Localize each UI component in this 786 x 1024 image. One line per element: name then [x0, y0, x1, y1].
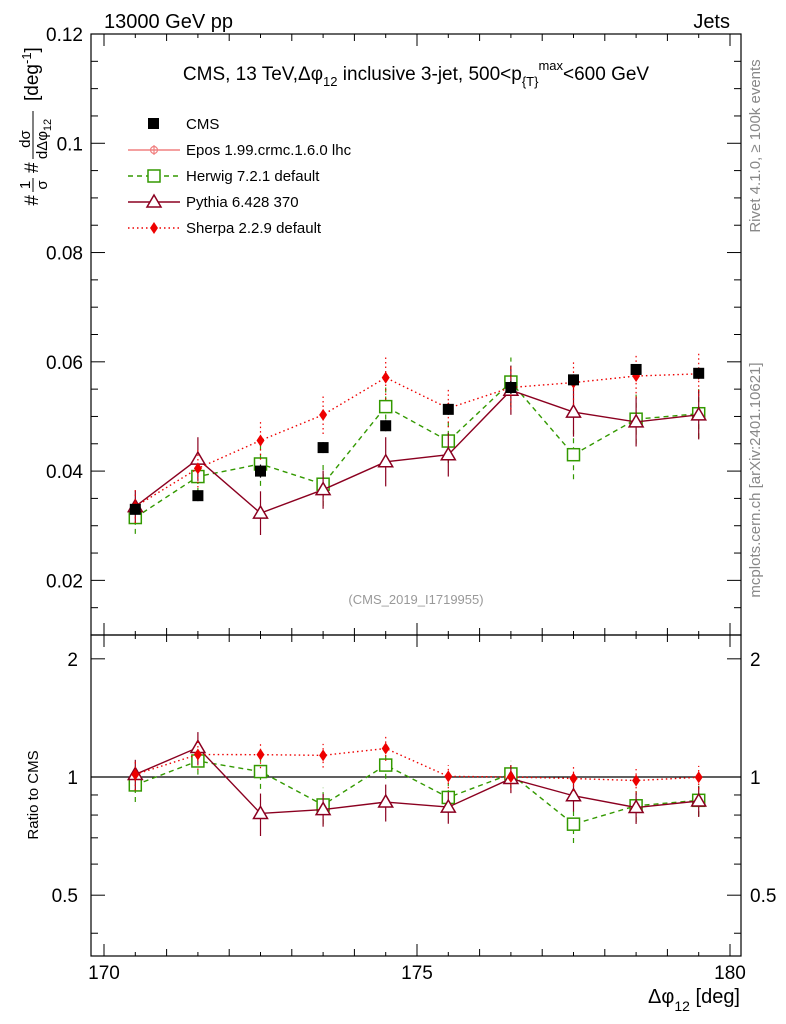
cms-point — [505, 381, 517, 393]
sherpa-ratio-point — [193, 748, 202, 761]
herwig-ratio-point — [253, 764, 268, 779]
herwig-ratio-line — [135, 760, 699, 825]
svg-text:dσ: dσ — [17, 129, 34, 147]
pythia-ratio-point — [314, 801, 332, 816]
svg-text:[deg-1]: [deg-1] — [19, 47, 43, 101]
cms-point — [192, 490, 204, 502]
x-tick-label: 175 — [401, 963, 433, 984]
cms-point — [693, 367, 705, 379]
herwig-point — [566, 447, 581, 462]
herwig-ratio-point — [566, 817, 581, 831]
svg-text:σ: σ — [34, 180, 51, 190]
cms-point — [255, 465, 266, 477]
herwig-ratio-point — [378, 758, 393, 772]
pythia-ratio-point — [565, 787, 582, 802]
data-layer — [126, 351, 708, 844]
x-axis-label: Δφ12 [deg] — [648, 986, 740, 1014]
svg-text:#: # — [22, 195, 43, 206]
ratio-panel-frame — [90, 634, 742, 957]
svg-text:Epos 1.99.crmc.1.6.0 lhc: Epos 1.99.crmc.1.6.0 lhc — [186, 142, 352, 159]
sherpa-point — [193, 462, 202, 475]
legend-entry-herwig: Herwig 7.2.1 default — [128, 168, 320, 185]
y-axis-label: # 1 σ # dσ dΔφ12 [deg-1] — [17, 47, 54, 205]
herwig-point — [378, 399, 393, 414]
ratio-tick-label: 2 — [67, 650, 78, 671]
svg-text:CMS: CMS — [186, 116, 219, 133]
herwig-line — [134, 381, 699, 519]
header-left: 13000 GeV pp — [104, 11, 233, 33]
cms-point — [380, 420, 392, 432]
pythia-ratio-line — [135, 746, 699, 815]
sherpa-ratio-point — [569, 772, 578, 785]
y-tick-label: 0.06 — [46, 353, 83, 374]
y-tick-label: 0.04 — [46, 462, 83, 483]
ratio-tick-label: 0.5 — [52, 886, 78, 907]
pythia-point — [627, 413, 645, 428]
sherpa-point — [256, 434, 265, 447]
sherpa-ratio-point — [632, 774, 641, 787]
pythia-point — [439, 446, 457, 461]
sherpa-ratio-point — [381, 742, 390, 755]
pythia-point — [252, 504, 269, 519]
pythia-ratio-point — [627, 799, 645, 814]
cms-point — [630, 363, 642, 375]
ratio-tick-label-right: 0.5 — [750, 886, 776, 907]
ratio-y-label: Ratio to CMS — [25, 750, 42, 839]
sherpa-ratio-point — [319, 749, 328, 762]
legend-entry-epos: Epos 1.99.crmc.1.6.0 lhc — [128, 142, 352, 159]
sherpa-ratio-point — [506, 771, 515, 784]
pythia-ratio-point — [377, 793, 395, 808]
y-tick-label: 0.08 — [46, 244, 83, 265]
mcplots-label: mcplots.cern.ch [arXiv:2401.10621] — [747, 362, 764, 597]
x-tick-label: 170 — [88, 963, 120, 984]
svg-text:#: # — [22, 162, 43, 173]
legend-entry-sherpa: Sherpa 2.2.9 default — [128, 220, 322, 237]
cms-point — [129, 503, 141, 515]
svg-text:Pythia 6.428 370: Pythia 6.428 370 — [186, 194, 299, 211]
svg-text:dΔφ12: dΔφ12 — [34, 119, 54, 159]
pythia-point — [377, 453, 395, 468]
sherpa-ratio-point — [256, 748, 265, 761]
axes-layer: 170 175 180 0.02 0.04 0.06 0.08 0.1 0.12 0.5 0.5 1 1… — [46, 25, 776, 984]
pythia-line — [134, 389, 699, 514]
sherpa-point — [381, 371, 390, 384]
analysis-id: (CMS_2019_I1719955) — [348, 592, 483, 607]
sherpa-point — [319, 408, 328, 421]
pythia-point — [189, 450, 207, 465]
sherpa-ratio-point — [694, 771, 703, 784]
pythia-point — [565, 403, 582, 418]
pythia-ratio-point — [690, 792, 708, 807]
svg-text:Herwig 7.2.1 default: Herwig 7.2.1 default — [186, 168, 320, 185]
ratio-tick-label-right: 2 — [750, 650, 761, 671]
ratio-tick-label: 1 — [67, 768, 78, 789]
sherpa-line — [134, 373, 699, 508]
pythia-ratio-point — [439, 798, 457, 813]
cms-point — [317, 442, 329, 454]
header-right: Jets — [693, 11, 730, 33]
x-tick-label: 180 — [714, 963, 746, 984]
cms-point — [568, 374, 579, 386]
sherpa-ratio-point — [444, 770, 453, 783]
sherpa-ratio-line — [135, 747, 699, 782]
legend-entry-cms: CMS — [148, 116, 219, 133]
legend-entry-pythia: Pythia 6.428 370 — [128, 193, 299, 211]
y-tick-label: 0.02 — [46, 571, 83, 592]
pythia-point — [690, 406, 708, 421]
cms-point — [442, 403, 454, 415]
pythia-point — [314, 481, 332, 496]
ratio-tick-label-right: 1 — [750, 768, 761, 789]
legend: CMS Epos 1.99.crmc.1.6.0 lhc Herwig 7.2.… — [128, 116, 352, 237]
svg-text:Sherpa 2.2.9 default: Sherpa 2.2.9 default — [186, 220, 322, 237]
sherpa-ratio-point — [131, 768, 140, 781]
rivet-label: Rivet 4.1.0, ≥ 100k events — [747, 59, 764, 232]
pythia-ratio-point — [252, 804, 269, 820]
y-tick-label: 0.1 — [57, 134, 83, 155]
svg-text:1: 1 — [17, 181, 34, 189]
plot-title: CMS, 13 TeV,Δφ12 inclusive 3-jet, 500<p{… — [183, 58, 650, 89]
y-tick-label: 0.12 — [46, 25, 83, 46]
